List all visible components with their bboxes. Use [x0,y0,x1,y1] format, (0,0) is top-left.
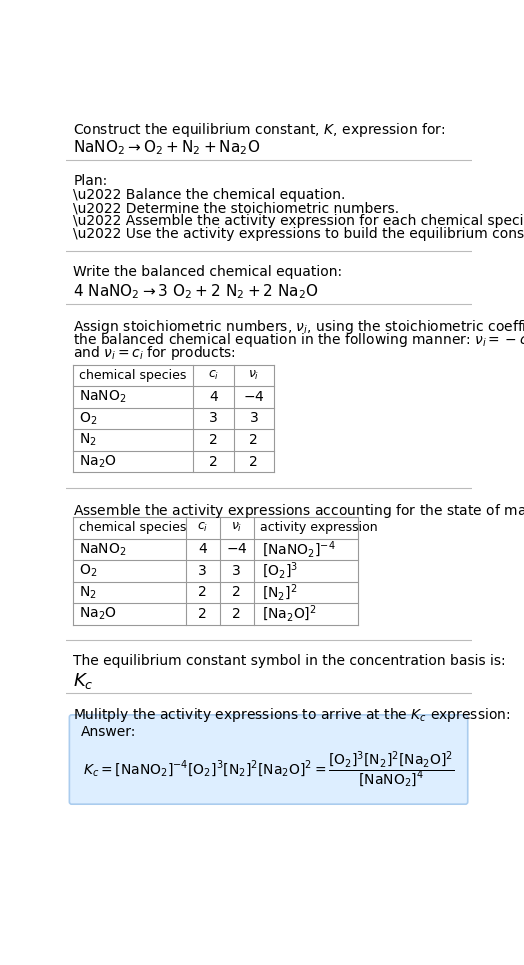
Text: $\mathrm{NaNO_2}$: $\mathrm{NaNO_2}$ [80,541,127,558]
Text: 2: 2 [209,455,218,469]
Text: Plan:: Plan: [73,174,107,187]
Text: $[\mathrm{N_2}]^2$: $[\mathrm{N_2}]^2$ [261,582,297,602]
Text: $\mathrm{NaNO_2} \rightarrow \mathrm{O_2 + N_2 + Na_2O}$: $\mathrm{NaNO_2} \rightarrow \mathrm{O_2… [73,138,260,157]
Text: 2: 2 [209,433,218,447]
Text: $[\mathrm{Na_2O}]^2$: $[\mathrm{Na_2O}]^2$ [261,604,316,624]
Text: Assign stoichiometric numbers, $\nu_i$, using the stoichiometric coefficients, $: Assign stoichiometric numbers, $\nu_i$, … [73,317,524,336]
Text: Mulitply the activity expressions to arrive at the $K_c$ expression:: Mulitply the activity expressions to arr… [73,706,511,725]
Text: chemical species: chemical species [80,521,187,535]
Text: $\mathrm{O_2}$: $\mathrm{O_2}$ [80,410,98,427]
Text: $\nu_i$: $\nu_i$ [231,521,243,535]
Text: $\mathrm{Na_2O}$: $\mathrm{Na_2O}$ [80,454,117,470]
Text: 4: 4 [209,390,218,403]
Text: $\mathrm{N_2}$: $\mathrm{N_2}$ [80,584,97,600]
Text: 2: 2 [198,607,207,621]
Text: $4\ \mathrm{NaNO_2} \rightarrow 3\ \mathrm{O_2} + 2\ \mathrm{N_2} + 2\ \mathrm{N: $4\ \mathrm{NaNO_2} \rightarrow 3\ \math… [73,282,319,301]
Text: $c_i$: $c_i$ [197,521,209,535]
Text: and $\nu_i = c_i$ for products:: and $\nu_i = c_i$ for products: [73,344,236,362]
Text: The equilibrium constant symbol in the concentration basis is:: The equilibrium constant symbol in the c… [73,654,506,668]
Text: 3: 3 [209,411,218,426]
Text: \u2022 Assemble the activity expression for each chemical species.: \u2022 Assemble the activity expression … [73,214,524,229]
Text: Answer:: Answer: [81,725,136,739]
Text: Write the balanced chemical equation:: Write the balanced chemical equation: [73,265,342,279]
Text: $-4$: $-4$ [226,542,248,556]
Text: 2: 2 [233,586,241,599]
Text: the balanced chemical equation in the following manner: $\nu_i = -c_i$ for react: the balanced chemical equation in the fo… [73,331,524,348]
Text: \u2022 Balance the chemical equation.: \u2022 Balance the chemical equation. [73,188,346,203]
Text: activity expression: activity expression [260,521,378,535]
Text: $[\mathrm{NaNO_2}]^{-4}$: $[\mathrm{NaNO_2}]^{-4}$ [261,539,335,560]
FancyBboxPatch shape [69,715,468,804]
Text: $\mathrm{Na_2O}$: $\mathrm{Na_2O}$ [80,606,117,622]
Text: Construct the equilibrium constant, $K$, expression for:: Construct the equilibrium constant, $K$,… [73,122,446,139]
Text: 2: 2 [249,455,258,469]
Text: \u2022 Determine the stoichiometric numbers.: \u2022 Determine the stoichiometric numb… [73,202,399,215]
Text: $-4$: $-4$ [243,390,265,403]
Text: $K_c = [\mathrm{NaNO_2}]^{-4}[\mathrm{O_2}]^3[\mathrm{N_2}]^2[\mathrm{Na_2O}]^2 : $K_c = [\mathrm{NaNO_2}]^{-4}[\mathrm{O_… [83,750,454,789]
Text: $K_c$: $K_c$ [73,671,94,691]
Text: $\nu_i$: $\nu_i$ [248,369,259,382]
Text: $[\mathrm{O_2}]^3$: $[\mathrm{O_2}]^3$ [261,561,298,581]
Text: 3: 3 [198,564,207,578]
Text: Assemble the activity expressions accounting for the state of matter and $\nu_i$: Assemble the activity expressions accoun… [73,502,524,519]
Text: $c_i$: $c_i$ [208,369,219,382]
Text: 2: 2 [249,433,258,447]
Text: 2: 2 [233,607,241,621]
Text: 3: 3 [233,564,241,578]
Text: \u2022 Use the activity expressions to build the equilibrium constant expression: \u2022 Use the activity expressions to b… [73,228,524,241]
Text: 4: 4 [198,542,207,556]
Text: $\mathrm{NaNO_2}$: $\mathrm{NaNO_2}$ [80,389,127,405]
Text: chemical species: chemical species [80,369,187,382]
Text: 2: 2 [198,586,207,599]
Text: 3: 3 [249,411,258,426]
Text: $\mathrm{O_2}$: $\mathrm{O_2}$ [80,563,98,579]
Text: $\mathrm{N_2}$: $\mathrm{N_2}$ [80,431,97,448]
